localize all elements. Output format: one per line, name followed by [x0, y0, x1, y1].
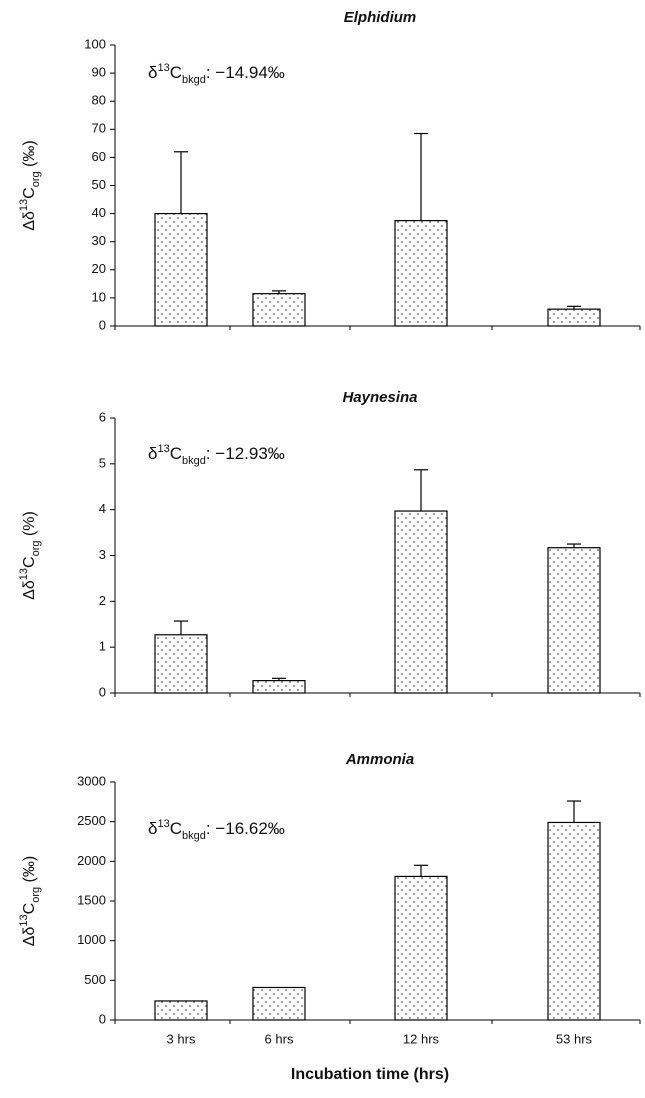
chart-title: Haynesina — [342, 389, 417, 406]
text-part: 13 — [18, 914, 30, 926]
text-part: (‰) — [21, 140, 38, 171]
y-tick-label: 0 — [99, 317, 106, 332]
bar — [252, 680, 306, 694]
error-bar — [272, 677, 286, 681]
text-part: 13 — [157, 443, 169, 455]
chart-title: Elphidium — [344, 9, 417, 26]
bar — [154, 1000, 208, 1021]
y-axis-label: Δδ13Corg (‰) — [18, 140, 42, 230]
text-part: : −14.94‰ — [206, 63, 285, 82]
text-part: δ — [148, 63, 157, 82]
y-tick-label: 3 — [99, 547, 106, 562]
text-part: org — [30, 541, 42, 557]
text-part: 13 — [18, 199, 30, 211]
text-part: 13 — [18, 568, 30, 580]
error-bar — [174, 620, 188, 635]
x-tick-label: 12 hrs — [403, 1031, 440, 1046]
error-bar — [567, 800, 581, 823]
bar — [394, 220, 448, 327]
text-part: 13 — [157, 818, 169, 830]
text-part: C — [21, 187, 38, 199]
text-part: δ — [148, 819, 157, 838]
error-bar — [567, 305, 581, 310]
y-tick-label: 0 — [99, 1011, 106, 1026]
text-part: : −12.93‰ — [206, 444, 285, 463]
text-part: C — [21, 903, 38, 915]
text-part: (%) — [21, 511, 38, 540]
bar — [154, 213, 208, 327]
text-part: C — [21, 556, 38, 568]
annotation: δ13Cbkgd: −16.62‰ — [148, 818, 285, 842]
y-tick-label: 4 — [99, 501, 106, 516]
y-tick-label: 90 — [92, 65, 106, 80]
error-bar — [414, 132, 428, 221]
y-tick-label: 30 — [92, 233, 106, 248]
y-tick-label: 1000 — [77, 932, 106, 947]
bar — [394, 875, 448, 1021]
y-tick-label: 10 — [92, 289, 106, 304]
y-tick-label: 0 — [99, 684, 106, 699]
y-tick-label: 2000 — [77, 853, 106, 868]
x-tick-label: 3 hrs — [167, 1031, 196, 1046]
y-tick-label: 5 — [99, 455, 106, 470]
annotation: δ13Cbkgd: −14.94‰ — [148, 62, 285, 86]
text-part: Δδ — [21, 580, 38, 600]
text-part: bkgd — [182, 455, 206, 467]
error-bar — [567, 543, 581, 548]
text-part: (‰) — [21, 856, 38, 887]
y-tick-label: 2 — [99, 593, 106, 608]
y-tick-label: 70 — [92, 121, 106, 136]
bar — [154, 634, 208, 694]
bar — [547, 821, 601, 1021]
bar — [252, 986, 306, 1021]
annotation: δ13Cbkgd: −12.93‰ — [148, 443, 285, 467]
y-tick-label: 40 — [92, 205, 106, 220]
bar — [547, 308, 601, 327]
bar — [252, 293, 306, 327]
chart-title: Ammonia — [345, 751, 414, 768]
text-part: C — [170, 63, 182, 82]
text-part: δ — [148, 444, 157, 463]
text-part: : −16.62‰ — [206, 819, 285, 838]
text-part: Δδ — [21, 211, 38, 231]
y-tick-label: 1 — [99, 639, 106, 654]
text-part: bkgd — [182, 830, 206, 842]
y-tick-label: 60 — [92, 149, 106, 164]
bar — [394, 510, 448, 694]
error-bar — [414, 864, 428, 877]
y-axis-label: Δδ13Corg (‰) — [18, 856, 42, 946]
text-part: C — [170, 819, 182, 838]
text-part: C — [170, 444, 182, 463]
error-bar — [174, 151, 188, 214]
y-tick-label: 6 — [99, 409, 106, 424]
y-tick-label: 100 — [84, 36, 106, 51]
y-tick-label: 50 — [92, 177, 106, 192]
x-tick-label: 53 hrs — [556, 1031, 593, 1046]
error-bar — [272, 290, 286, 294]
y-tick-label: 80 — [92, 93, 106, 108]
text-part: bkgd — [182, 74, 206, 86]
error-bar — [414, 469, 428, 512]
text-part: org — [30, 887, 42, 903]
text-part: 13 — [157, 62, 169, 74]
y-axis-label: Δδ13Corg (%) — [18, 511, 42, 600]
x-axis-title: Incubation time (hrs) — [291, 1066, 449, 1083]
text-part: Δδ — [21, 927, 38, 947]
text-part: org — [30, 171, 42, 187]
x-tick-label: 6 hrs — [265, 1031, 294, 1046]
y-tick-label: 20 — [92, 261, 106, 276]
y-tick-label: 500 — [84, 972, 106, 987]
y-tick-label: 1500 — [77, 892, 106, 907]
y-tick-label: 2500 — [77, 813, 106, 828]
bar — [547, 547, 601, 694]
y-tick-label: 3000 — [77, 773, 106, 788]
